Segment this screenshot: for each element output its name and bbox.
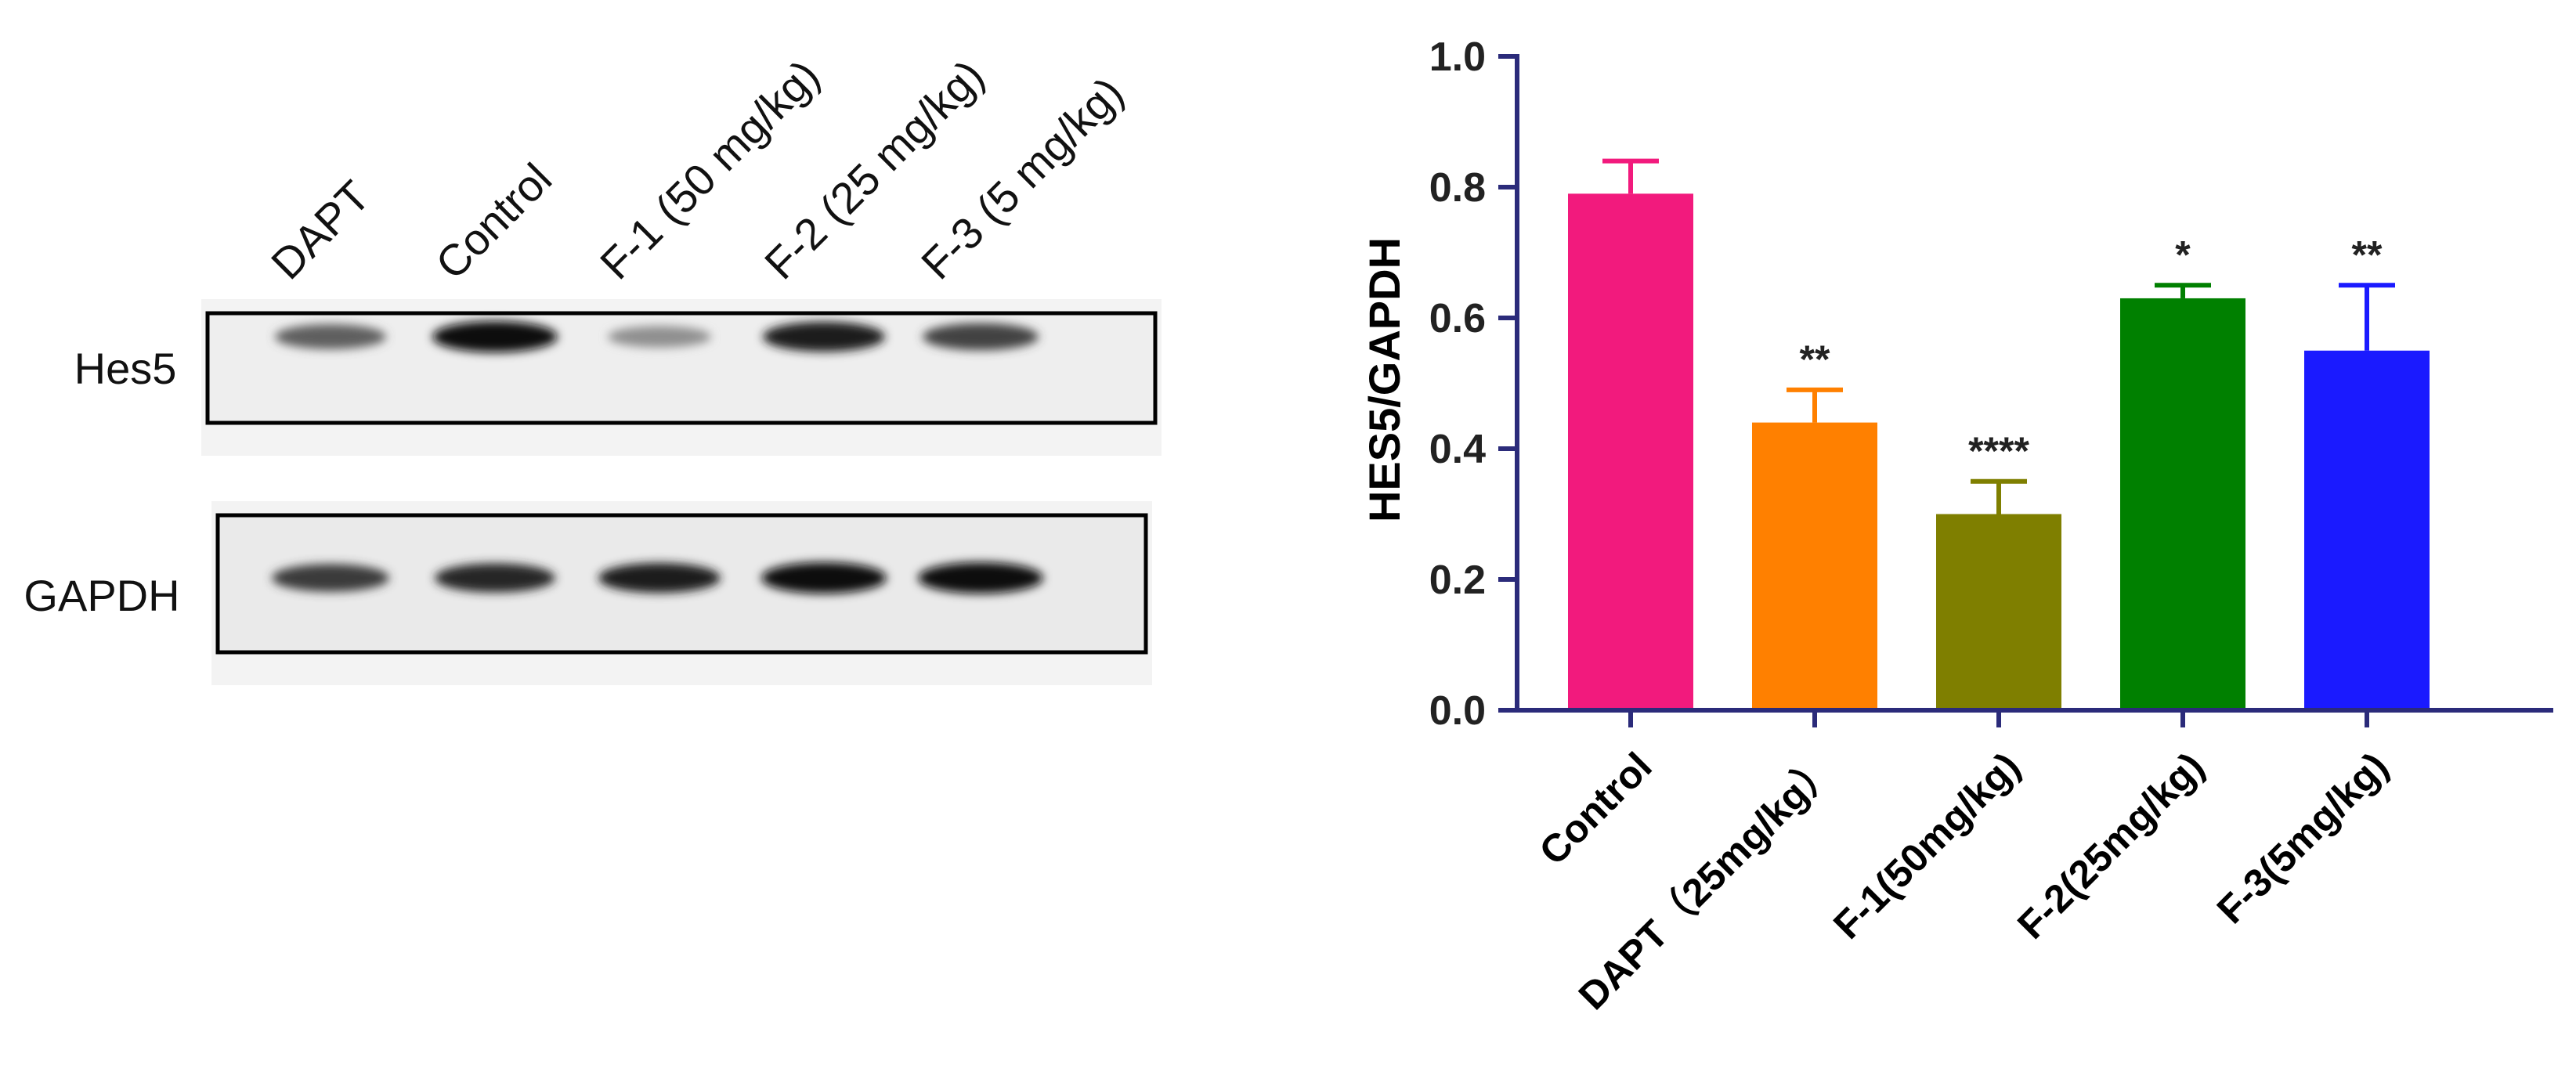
lane-label: DAPT: [262, 171, 379, 288]
blot-band: [598, 562, 721, 594]
significance-label: ****: [1968, 429, 2029, 473]
x-tick-label: Control: [1531, 744, 1660, 873]
lane-labels: DAPT Control F-1 (50 mg/kg)F-2 (25 mg/kg)F…: [262, 50, 1133, 288]
blot-rows: Hes5 GAPDH: [23, 299, 1162, 685]
x-tick-label: F-1(50mg/kg): [1825, 744, 2029, 947]
blot-band: [918, 562, 1043, 594]
blot-band: [608, 326, 711, 348]
western-blot-figure: DAPT Control F-1 (50 mg/kg)F-2 (25 mg/kg)F…: [23, 50, 1162, 685]
bar: [1752, 422, 1877, 710]
significance-label: *: [2175, 233, 2191, 276]
blot-band: [761, 562, 887, 594]
lane-label: Control: [426, 153, 561, 288]
blot-band: [923, 323, 1039, 351]
western-blot-panel: DAPT Control F-1 (50 mg/kg) F-2 (25 mg/kg) F…: [0, 0, 1253, 1086]
y-tick-label: 0.4: [1429, 427, 1486, 472]
blot-band: [763, 321, 885, 352]
bar: [2120, 298, 2245, 710]
y-tick-label: 0.8: [1429, 165, 1486, 211]
x-tick-label: F-2(25mg/kg): [2009, 744, 2213, 947]
y-tick-label: 0.2: [1429, 558, 1486, 603]
bar: [1936, 514, 2061, 710]
y-tick-label: 0.6: [1429, 296, 1486, 341]
significance-label: **: [1800, 337, 1830, 381]
blot-row-label: GAPDH: [23, 571, 179, 620]
x-tick-label: F-3(5mg/kg): [2209, 744, 2397, 932]
blot-band: [432, 321, 558, 352]
y-tick-label: 0.0: [1429, 688, 1486, 734]
hes5-bar-chart: ******* ** ControlDAPT（25mg/kg）F-1(50mg/k…: [1360, 34, 2553, 1018]
blot-row-label: Hes5: [74, 344, 177, 393]
blot-band: [275, 324, 386, 349]
bar: [2304, 350, 2430, 710]
bars-layer: ******* **: [1568, 158, 2430, 711]
y-axis-label: HES5/GAPDH: [1360, 237, 1409, 522]
bar-chart-panel: ** **** * ** Control DAPT（25mg/kg） F-1(50mg/k…: [1284, 0, 2569, 1086]
bar: [1568, 193, 1693, 711]
blot-band: [435, 563, 555, 593]
significance-label: **: [2352, 233, 2383, 276]
blot-band: [272, 564, 389, 592]
y-tick-label: 1.0: [1429, 34, 1486, 80]
